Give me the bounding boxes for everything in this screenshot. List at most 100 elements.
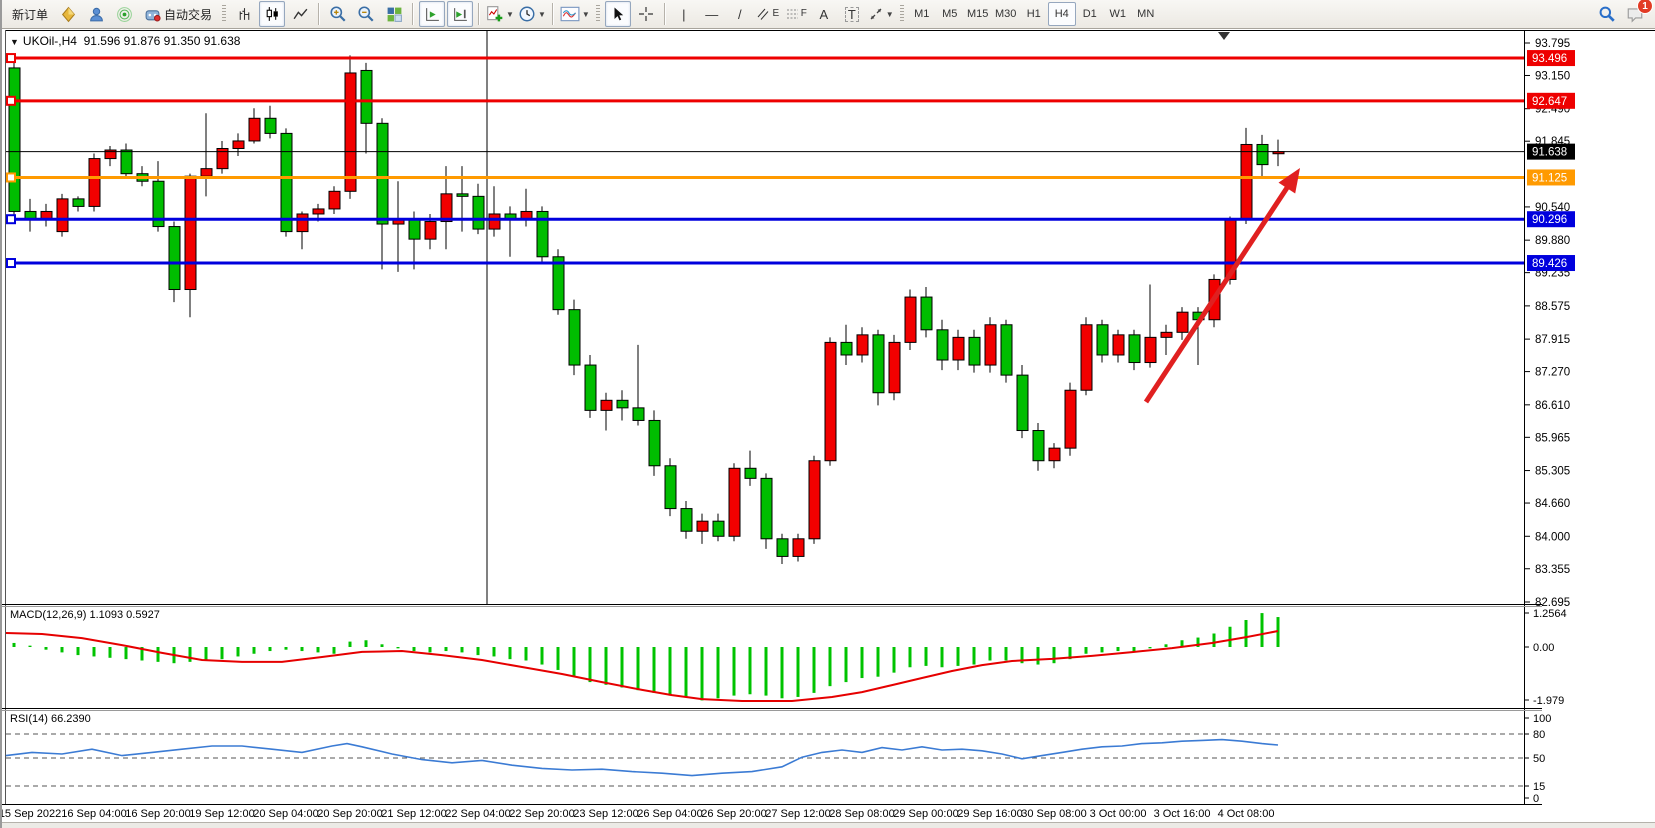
svg-text:88.575: 88.575 — [1535, 301, 1570, 313]
market-button[interactable] — [55, 1, 81, 27]
svg-text:27 Sep 12:00: 27 Sep 12:00 — [765, 808, 830, 820]
periods-button[interactable]: ▼ — [517, 1, 547, 27]
candlestick-chart-button[interactable] — [259, 1, 286, 27]
new-order-button[interactable]: 新订单 — [7, 1, 53, 27]
arrows-icon — [868, 6, 884, 22]
label-tool-button[interactable]: T — [839, 1, 865, 27]
arrows-tool-button[interactable]: ▼ — [867, 1, 895, 27]
crosshair-icon — [638, 6, 654, 22]
toolbar-separator — [551, 3, 554, 25]
line-chart-icon — [292, 6, 309, 23]
search-button[interactable] — [1594, 1, 1620, 27]
bar-chart-icon — [236, 6, 253, 23]
svg-text:87.270: 87.270 — [1535, 367, 1570, 379]
chart-title[interactable]: ▼ UKOil-,H4 91.596 91.876 91.350 91.638 — [10, 34, 240, 48]
svg-text:90.540: 90.540 — [1535, 202, 1570, 214]
fibonacci-letter: F — [800, 8, 807, 19]
timeframe-w1-button[interactable]: W1 — [1109, 8, 1126, 20]
vertical-line-tool-button[interactable]: | — [671, 1, 697, 27]
zoom-in-icon — [329, 5, 347, 23]
svg-text:86.610: 86.610 — [1535, 400, 1570, 412]
notification-badge: 1 — [1637, 0, 1653, 14]
chevron-down-icon: ▼ — [581, 9, 590, 19]
horizontal-line-icon: — — [705, 6, 719, 22]
svg-text:89.880: 89.880 — [1535, 235, 1570, 247]
line-chart-button[interactable] — [287, 1, 313, 27]
timeframe-h1-button[interactable]: H1 — [1026, 8, 1041, 20]
autoscroll-icon — [424, 6, 441, 23]
svg-text:50: 50 — [1533, 753, 1545, 765]
fibonacci-tool-button[interactable]: F — [783, 1, 809, 27]
bar-chart-button[interactable] — [231, 1, 257, 27]
channel-tool-button[interactable]: E — [755, 1, 781, 27]
signals-button[interactable] — [111, 1, 137, 27]
zoom-in-button[interactable] — [325, 1, 351, 27]
svg-text:0: 0 — [1533, 793, 1539, 805]
market-icon — [60, 6, 77, 23]
timeframe-m5-button[interactable]: M5 — [942, 8, 958, 20]
fibonacci-icon — [785, 6, 801, 22]
svg-text:20 Sep 20:00: 20 Sep 20:00 — [317, 808, 382, 820]
notifications-button[interactable]: 1 — [1622, 0, 1653, 27]
svg-text:26 Sep 04:00: 26 Sep 04:00 — [637, 808, 702, 820]
svg-text:85.965: 85.965 — [1535, 432, 1570, 444]
crosshair-tool-button[interactable] — [633, 1, 659, 27]
timeframe-m1-button[interactable]: M1 — [914, 8, 930, 20]
svg-text:26 Sep 20:00: 26 Sep 20:00 — [701, 808, 766, 820]
svg-text:20 Sep 04:00: 20 Sep 04:00 — [253, 808, 318, 820]
zoom-out-icon — [357, 5, 375, 23]
svg-text:29 Sep 16:00: 29 Sep 16:00 — [957, 808, 1022, 820]
channel-letter: E — [772, 8, 780, 19]
svg-text:-1.979: -1.979 — [1533, 695, 1564, 707]
svg-text:92.647: 92.647 — [1532, 96, 1567, 108]
toolbar-separator — [318, 3, 321, 25]
community-person-icon — [88, 6, 105, 23]
text-tool-button[interactable]: A — [811, 1, 837, 27]
templates-button[interactable]: ▼ — [559, 1, 591, 27]
autotrading-icon — [144, 6, 161, 23]
trendline-tool-button[interactable]: / — [727, 1, 753, 27]
timeframe-m15-button[interactable]: M15 — [967, 8, 989, 20]
chart-shift-button[interactable] — [447, 1, 474, 27]
text-tool-icon: A — [819, 6, 829, 22]
svg-text:15: 15 — [1533, 781, 1545, 793]
trendline-icon: / — [737, 6, 742, 22]
indicators-button[interactable]: ▼ — [485, 1, 515, 27]
timeframe-d1-button[interactable]: D1 — [1082, 8, 1097, 20]
cursor-tool-button[interactable] — [604, 1, 631, 27]
template-chart-icon — [560, 5, 580, 23]
svg-text:16 Sep 04:00: 16 Sep 04:00 — [61, 808, 126, 820]
toolbar-grip — [595, 5, 600, 23]
timeframe-m30-button[interactable]: M30 — [995, 8, 1017, 20]
svg-text:85.305: 85.305 — [1535, 466, 1570, 478]
svg-text:3 Oct 16:00: 3 Oct 16:00 — [1154, 808, 1211, 820]
svg-text:1.2564: 1.2564 — [1533, 608, 1567, 620]
toolbar-separator — [478, 3, 481, 25]
tile-windows-button[interactable] — [381, 1, 407, 27]
timeframe-mn-button[interactable]: MN — [1137, 8, 1155, 20]
svg-text:4 Oct 08:00: 4 Oct 08:00 — [1218, 808, 1275, 820]
community-button[interactable] — [83, 1, 109, 27]
collapse-triangle-icon: ▼ — [10, 37, 19, 47]
svg-text:22 Sep 04:00: 22 Sep 04:00 — [445, 808, 510, 820]
svg-text:22 Sep 20:00: 22 Sep 20:00 — [509, 808, 574, 820]
timeframe-bar: M1 M5 M15 M30 H1 H4 D1 W1 MN — [908, 2, 1160, 26]
autotrading-button[interactable]: 自动交易 — [139, 1, 217, 27]
autoscroll-button[interactable] — [419, 1, 446, 27]
horizontal-line-tool-button[interactable]: — — [699, 1, 725, 27]
toolbar-right: 1 — [1593, 0, 1653, 27]
chevron-down-icon: ▼ — [506, 9, 514, 19]
svg-text:3 Oct 00:00: 3 Oct 00:00 — [1090, 808, 1147, 820]
tile-windows-icon — [386, 6, 403, 23]
timeframe-h4-button[interactable]: H4 — [1047, 2, 1076, 26]
zoom-out-button[interactable] — [353, 1, 379, 27]
new-order-label: 新订单 — [12, 7, 49, 22]
macd-indicator-label: MACD(12,26,9) 1.1093 0.5927 — [10, 609, 160, 621]
svg-text:91.638: 91.638 — [1532, 147, 1567, 159]
candlestick-chart-icon — [264, 6, 281, 23]
svg-text:93.795: 93.795 — [1535, 38, 1570, 50]
svg-text:28 Sep 08:00: 28 Sep 08:00 — [829, 808, 894, 820]
svg-text:83.355: 83.355 — [1535, 564, 1570, 576]
